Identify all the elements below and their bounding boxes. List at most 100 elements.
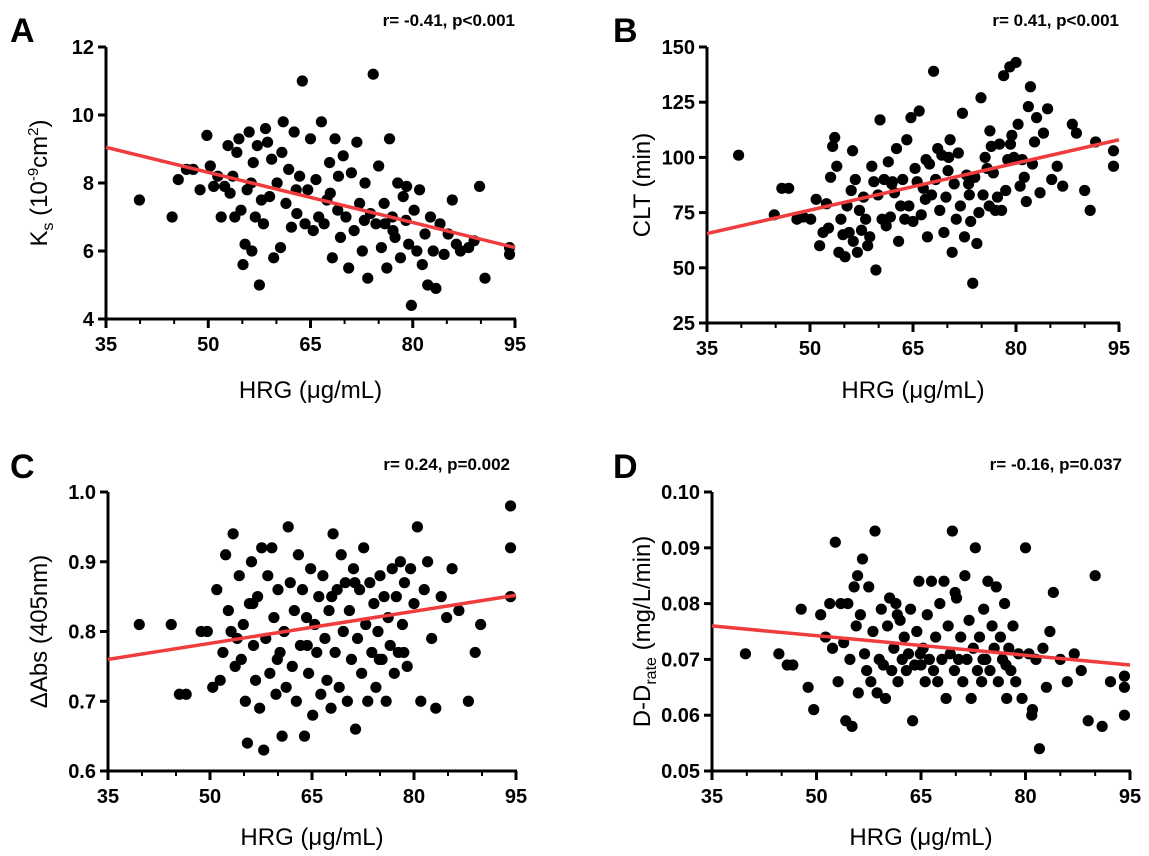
data-point (959, 570, 971, 582)
data-point (233, 133, 245, 145)
data-point (358, 542, 370, 554)
panel-letter: A (10, 12, 35, 50)
x-tick-label: 35 (95, 334, 117, 356)
y-tick-label: 150 (662, 37, 695, 59)
data-point (211, 584, 223, 596)
data-point (247, 598, 259, 610)
y-tick-label: 8 (83, 173, 94, 195)
data-point (868, 176, 880, 188)
data-point (343, 604, 355, 617)
data-point (359, 177, 371, 189)
data-point (898, 631, 910, 643)
data-point (345, 653, 358, 666)
data-point (852, 687, 864, 699)
data-point (266, 542, 278, 554)
data-point (944, 648, 956, 660)
data-point (860, 213, 872, 225)
data-point (903, 200, 915, 212)
data-point (398, 577, 411, 589)
data-point (237, 618, 249, 631)
data-point (1037, 127, 1050, 139)
x-tick-label: 80 (1014, 786, 1036, 808)
x-tick-label: 50 (805, 786, 827, 808)
data-point (874, 114, 886, 126)
data-point (257, 218, 270, 230)
data-point (1014, 180, 1026, 192)
data-point (133, 618, 145, 631)
data-point (475, 618, 487, 631)
data-point (927, 664, 940, 677)
data-point (315, 688, 327, 700)
data-point (1041, 103, 1054, 115)
data-point (323, 157, 336, 169)
data-point (290, 695, 302, 707)
data-point (285, 221, 298, 233)
data-point (356, 245, 368, 257)
data-point (831, 160, 843, 172)
data-point (249, 211, 261, 223)
x-tick-label: 95 (504, 334, 526, 356)
y-tick-label: 10 (72, 105, 94, 127)
data-point (900, 664, 912, 677)
data-point (231, 146, 243, 158)
data-point (1075, 664, 1087, 677)
data-point (208, 180, 220, 192)
data-point (843, 226, 855, 239)
data-point (277, 116, 289, 128)
data-point (847, 235, 859, 247)
y-tick-label: 4 (83, 309, 95, 331)
data-point (166, 211, 178, 223)
data-point (1033, 743, 1046, 755)
data-point (405, 299, 417, 311)
data-point (392, 177, 404, 189)
data-point (304, 133, 317, 145)
data-point (276, 146, 288, 158)
data-point (1107, 145, 1120, 157)
y-tick-label: 0.05 (661, 761, 700, 783)
panel-letter: D (613, 448, 638, 486)
data-point (892, 235, 905, 247)
data-point (268, 611, 280, 624)
y-tick-label: 0.7 (68, 691, 96, 713)
data-point (858, 648, 871, 660)
data-point (504, 500, 517, 512)
data-point (976, 676, 988, 688)
data-point (875, 603, 887, 615)
panel-letter: B (613, 12, 638, 50)
data-point (430, 282, 442, 294)
data-point (855, 224, 868, 236)
correlation-stat: r= -0.41, p<0.001 (383, 11, 515, 30)
data-point (965, 215, 977, 228)
data-point (504, 542, 517, 554)
data-point (839, 251, 851, 263)
data-point (347, 563, 360, 575)
x-axis-label: HRG (μg/mL) (240, 824, 383, 851)
data-point (384, 639, 396, 652)
data-point (891, 609, 903, 621)
data-point (902, 648, 915, 660)
data-point (375, 242, 387, 254)
data-point (380, 695, 392, 707)
data-point (373, 160, 385, 172)
data-point (337, 625, 349, 638)
data-point (333, 681, 345, 693)
data-point (977, 189, 989, 201)
data-point (401, 180, 413, 192)
y-tick-label: 0.8 (68, 622, 96, 644)
data-point (280, 681, 292, 693)
data-point (984, 125, 996, 137)
y-tick-label: 0.09 (661, 538, 700, 560)
data-point (977, 653, 989, 666)
data-point (930, 631, 942, 643)
data-point (383, 133, 396, 145)
correlation-stat: r= -0.16, p=0.037 (990, 455, 1122, 474)
data-point (886, 664, 898, 677)
data-point (1047, 586, 1059, 599)
data-point (323, 604, 335, 617)
x-axis-label: HRG (μg/mL) (239, 377, 382, 404)
data-point (1051, 160, 1063, 172)
data-point (1040, 681, 1052, 693)
x-tick-label: 80 (403, 786, 425, 808)
